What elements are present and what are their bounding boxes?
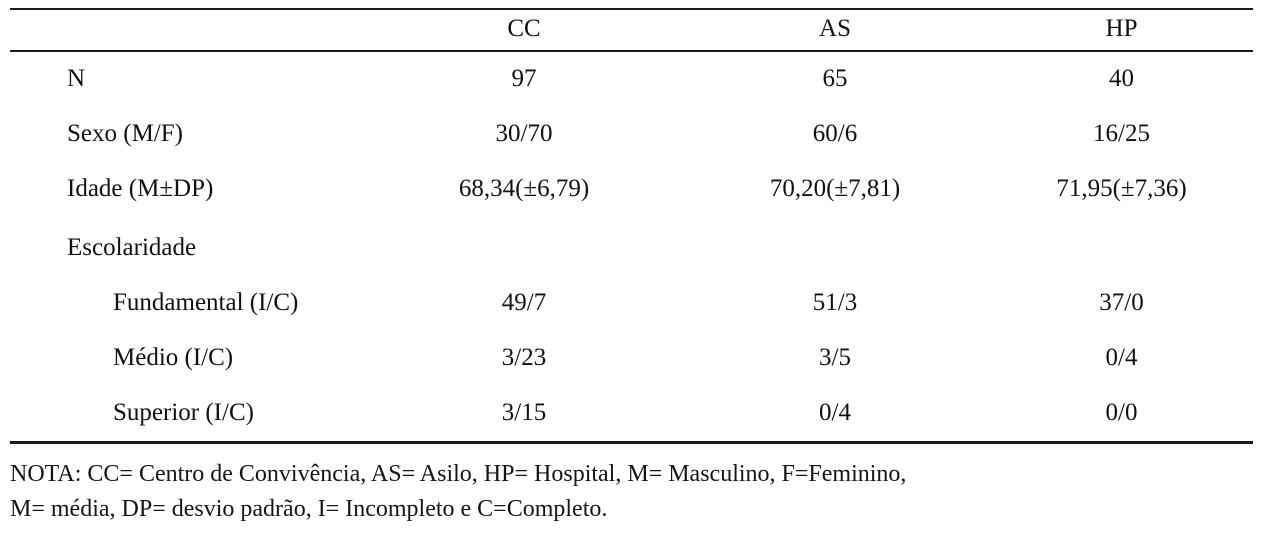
row-label: Superior (I/C)	[113, 399, 254, 426]
row-label: N	[67, 65, 86, 92]
column-header-cc: CC	[507, 15, 541, 42]
cell-value	[680, 217, 990, 276]
header-row: CC AS HP	[10, 9, 1253, 51]
cell-value: 3/15	[501, 399, 547, 426]
table-row-fundamental: Fundamental (I/C) 49/7 51/3 37/0	[10, 276, 1253, 331]
cell-value: 37/0	[1099, 289, 1144, 316]
row-label: Fundamental (I/C)	[113, 289, 299, 316]
cell-value: 0/0	[1105, 399, 1138, 426]
cell-value	[990, 217, 1253, 276]
row-label: Idade (M±DP)	[67, 175, 214, 202]
cell-value: 3/5	[819, 344, 851, 371]
table-footnote: NOTA: CC= Centro de Convivência, AS= Asi…	[10, 457, 1253, 527]
cell-value: 40	[1109, 65, 1134, 92]
table-row-superior: Superior (I/C) 3/15 0/4 0/0	[10, 386, 1253, 443]
row-label: Médio (I/C)	[113, 344, 234, 371]
column-header-as: AS	[819, 15, 851, 42]
footnote-line-1: NOTA: CC= Centro de Convivência, AS= Asi…	[10, 461, 907, 487]
column-header-empty	[10, 9, 368, 51]
cell-value: 60/6	[812, 120, 858, 147]
cell-value: 49/7	[501, 289, 547, 316]
row-label: Escolaridade	[67, 234, 197, 261]
cell-value	[368, 217, 680, 276]
cell-value: 0/4	[1105, 344, 1138, 371]
demographics-table: CC AS HP N 97 65 40 Sexo (M/F) 30/70 60/…	[10, 8, 1253, 444]
footnote-line-2: M= média, DP= desvio padrão, I= Incomple…	[10, 496, 608, 522]
cell-value: 16/25	[1093, 120, 1150, 147]
table-row-sexo: Sexo (M/F) 30/70 60/6 16/25	[10, 107, 1253, 162]
table-row-idade: Idade (M±DP) 68,34(±6,79) 70,20(±7,81) 7…	[10, 162, 1253, 217]
cell-value: 3/23	[501, 344, 547, 371]
cell-value: 97	[511, 65, 537, 92]
cell-value: 0/4	[819, 399, 851, 426]
cell-value: 71,95(±7,36)	[1056, 175, 1187, 202]
column-header-hp: HP	[1105, 15, 1138, 42]
row-label: Sexo (M/F)	[67, 120, 183, 147]
table-row-n: N 97 65 40	[10, 51, 1253, 107]
cell-value: 30/70	[495, 120, 553, 147]
cell-value: 51/3	[812, 289, 858, 316]
cell-value: 68,34(±6,79)	[458, 175, 590, 202]
cell-value: 70,20(±7,81)	[769, 175, 901, 202]
table-row-medio: Médio (I/C) 3/23 3/5 0/4	[10, 331, 1253, 386]
table-row-escolaridade: Escolaridade	[10, 217, 1253, 276]
cell-value: 65	[822, 65, 848, 92]
